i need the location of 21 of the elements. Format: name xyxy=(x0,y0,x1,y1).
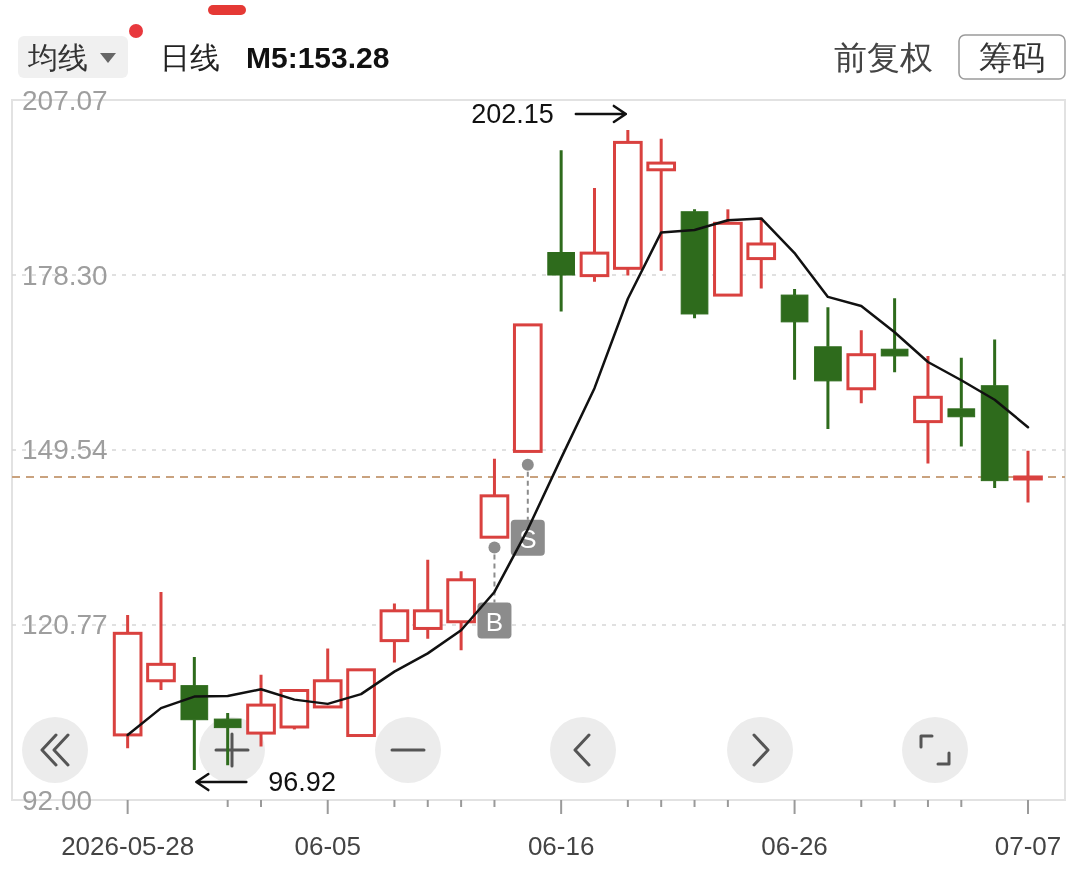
y-tick-label: 178.30 xyxy=(22,259,108,291)
annotation: 202.15 xyxy=(471,98,554,129)
x-tick-label: 06-26 xyxy=(761,831,828,861)
annotation: 202.15 xyxy=(471,98,628,129)
x-tick-label: 07-07 xyxy=(994,831,1062,861)
dropdown-control: 均线 xyxy=(18,36,128,78)
annotation: 96.92 xyxy=(195,767,336,798)
y-tick-label: 92.00 xyxy=(22,784,93,816)
data-label: B xyxy=(485,606,504,637)
x-tick-label: 06-16 xyxy=(527,831,595,861)
y-tick-label: 149.54 xyxy=(22,434,108,466)
button-control: 筹码 xyxy=(958,34,1066,80)
header-text: 日线 xyxy=(160,40,220,74)
signal-label: B xyxy=(477,553,512,639)
y-tick-label: 120.77 xyxy=(22,609,108,641)
x-tick-label: 2026-05-28 xyxy=(61,831,195,861)
y-tick-label: 207.07 xyxy=(22,84,108,116)
header-text: 前复权 xyxy=(834,38,933,76)
legend-item: M5:153.28 xyxy=(246,40,390,74)
annotation: 96.92 xyxy=(268,767,336,798)
x-tick-label: 06-05 xyxy=(294,831,361,861)
